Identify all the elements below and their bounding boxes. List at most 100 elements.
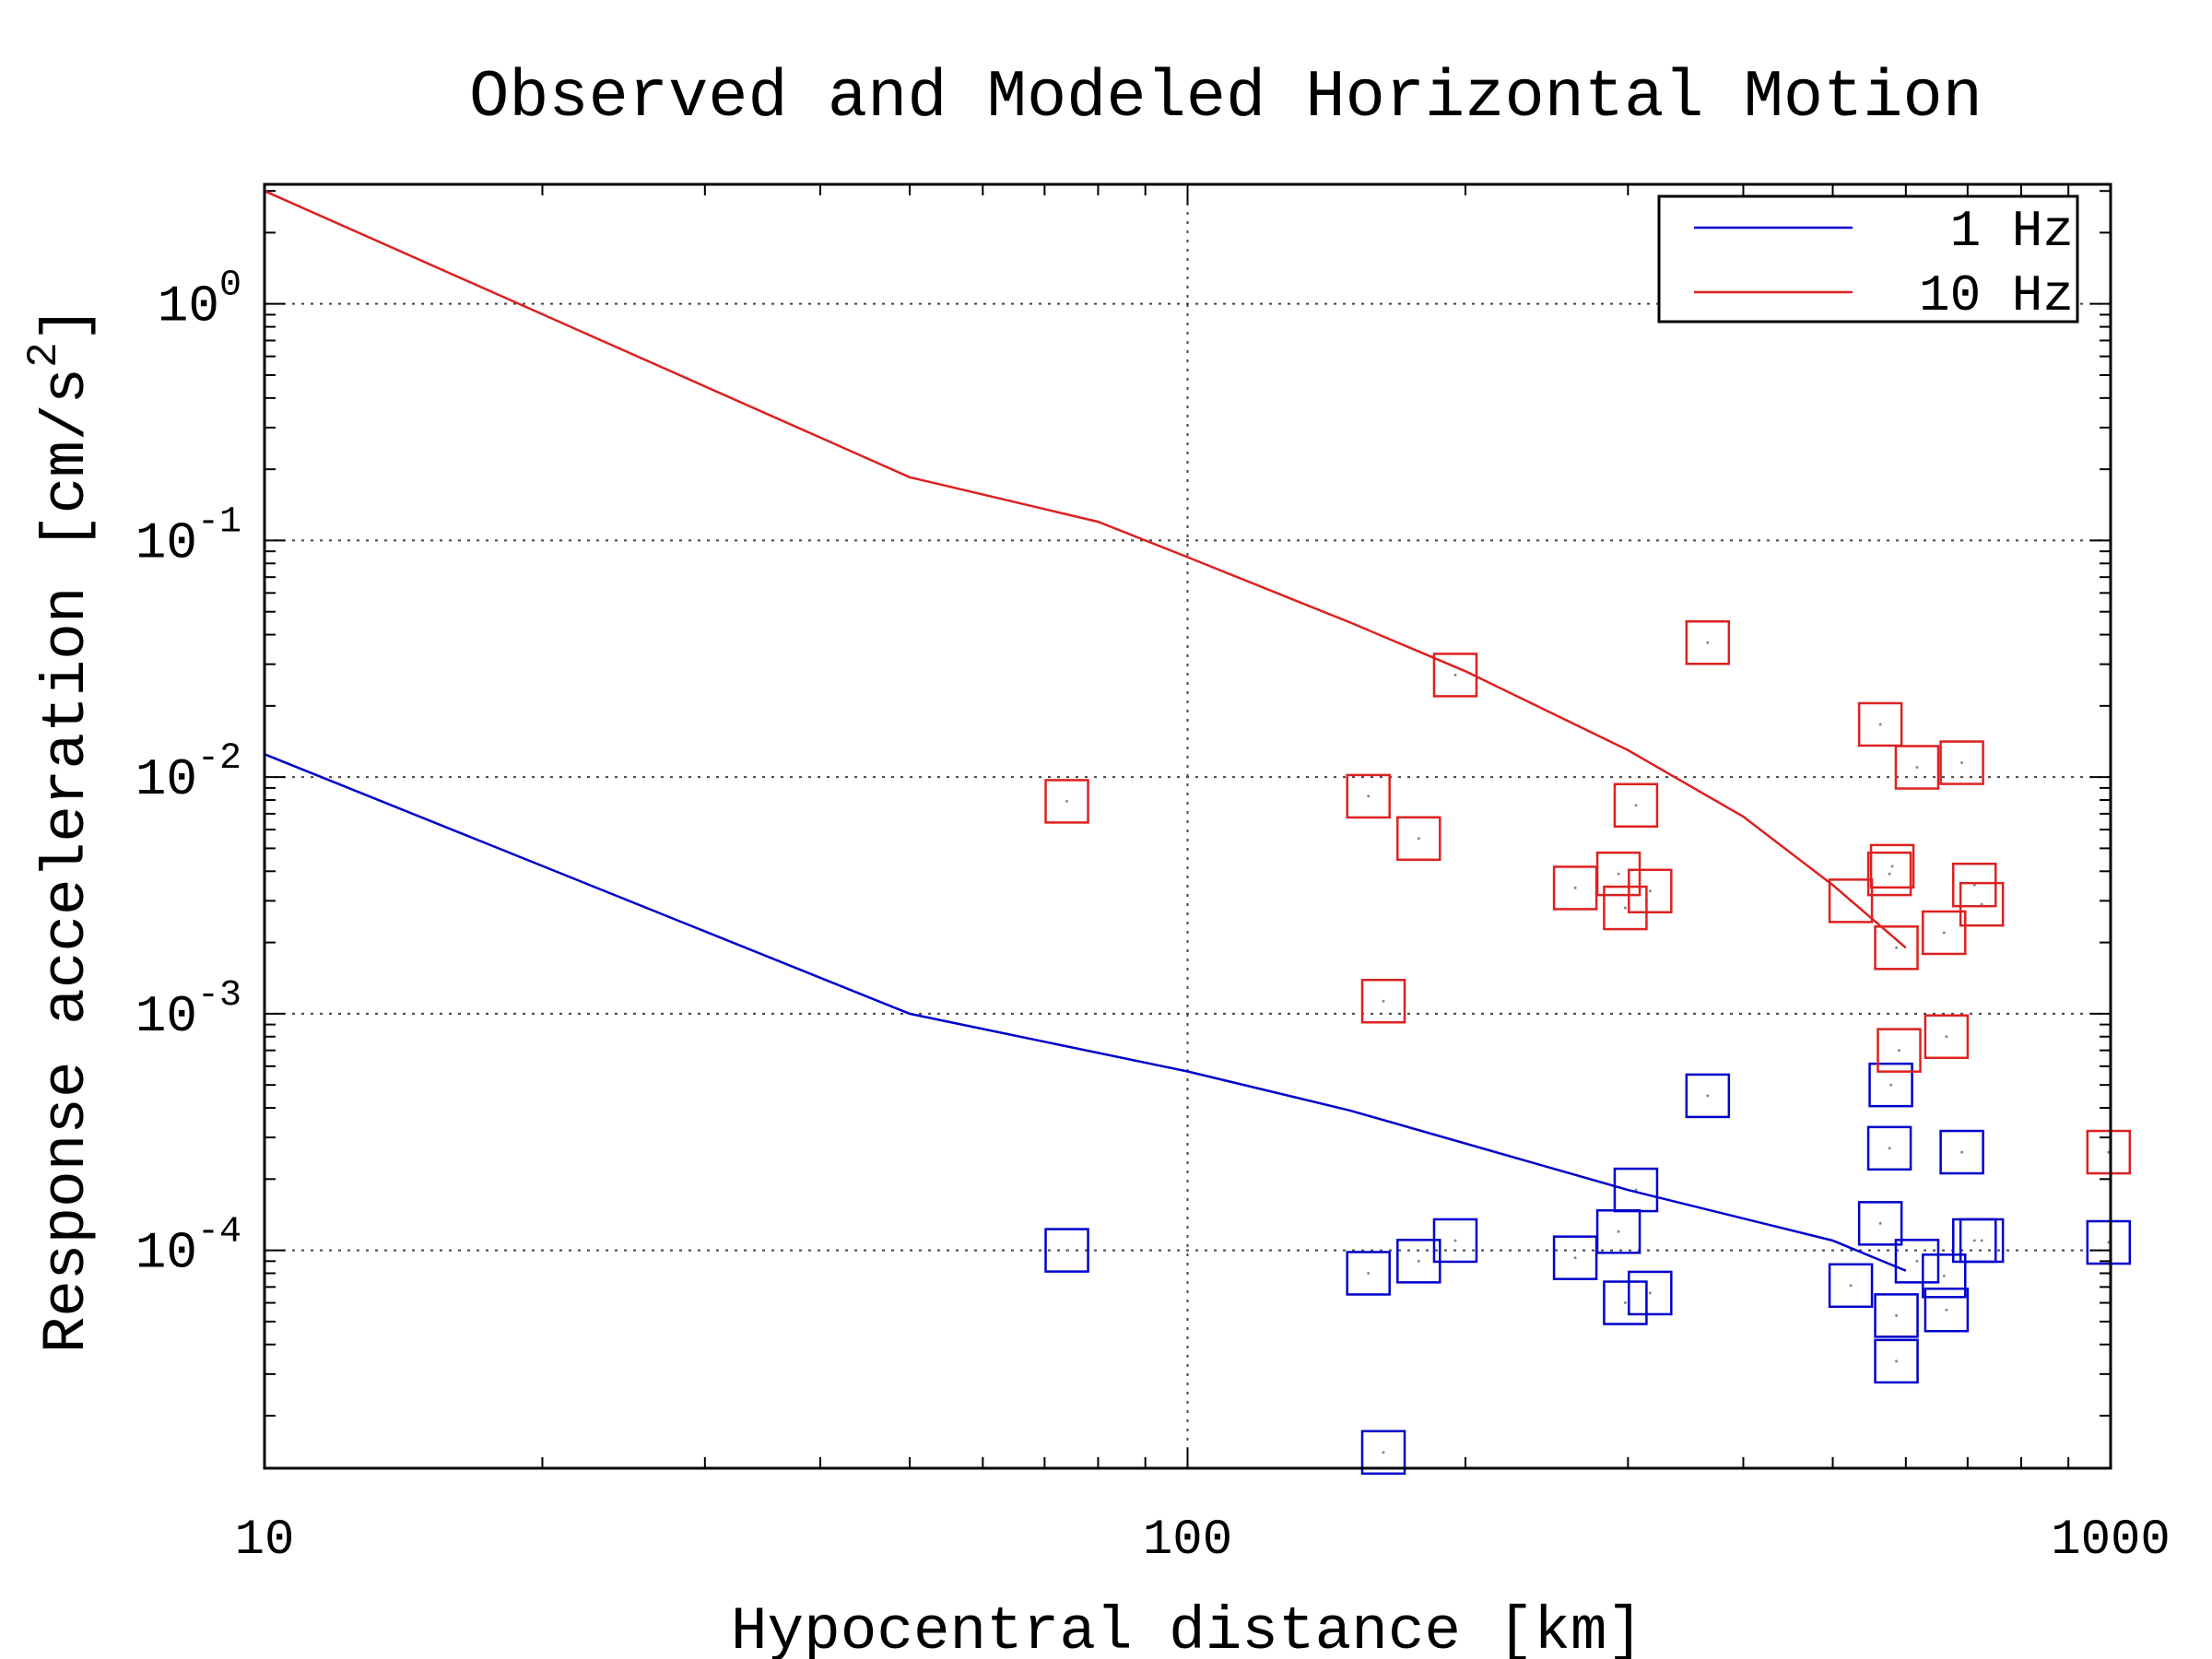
observed-point-center xyxy=(1878,723,1882,726)
axis-ticks xyxy=(264,184,2112,1468)
observed-point xyxy=(1866,1125,1912,1171)
observed-point xyxy=(1613,1167,1659,1213)
observed-point xyxy=(1552,1235,1598,1280)
series-0 xyxy=(264,753,2132,1476)
observed-point xyxy=(1952,862,1997,908)
observed-point xyxy=(1628,1270,1673,1316)
series-layer xyxy=(264,190,2132,1476)
y-tick-base: 10 xyxy=(135,750,197,809)
observed-point xyxy=(1874,925,1919,971)
observed-point xyxy=(1396,816,1441,862)
observed-point xyxy=(1857,1201,1903,1246)
observed-point xyxy=(1613,782,1659,828)
observed-point-center xyxy=(1888,1147,1891,1150)
observed-point xyxy=(1877,1028,1922,1073)
model-line xyxy=(264,190,1907,949)
observed-point-center xyxy=(1915,1259,1919,1263)
observed-point-center xyxy=(1972,883,1976,887)
observed-point xyxy=(1360,978,1406,1024)
observed-point xyxy=(1828,1263,1874,1309)
observed-point-center xyxy=(1849,1284,1853,1288)
observed-point-center xyxy=(1417,837,1420,841)
observed-point-center xyxy=(1945,1035,1948,1039)
legend-label: 10 Hz xyxy=(1919,266,2074,325)
observed-point xyxy=(1346,773,1391,819)
y-tick-label: 100 xyxy=(158,265,241,336)
grid xyxy=(265,184,2111,1468)
observed-point xyxy=(1432,1218,1478,1264)
observed-point-center xyxy=(1895,946,1899,949)
observed-point xyxy=(1857,701,1903,747)
y-tick-base: 10 xyxy=(135,1224,197,1283)
y-tick-exponent: -2 xyxy=(197,738,241,780)
observed-point xyxy=(1828,878,1874,924)
plot-frame xyxy=(263,182,2112,1470)
legend-box xyxy=(1657,194,2079,324)
observed-point-center xyxy=(1382,999,1385,1003)
observed-point-center xyxy=(1972,1239,1976,1242)
observed-point xyxy=(1346,1251,1391,1296)
observed-point-center xyxy=(1942,1274,1946,1277)
y-tick-exponent: -3 xyxy=(197,975,241,1017)
observed-point xyxy=(2086,1219,2132,1265)
observed-point xyxy=(1868,1062,1913,1108)
observed-point-center xyxy=(1706,1094,1710,1098)
observed-point xyxy=(1432,653,1478,698)
observed-point xyxy=(1894,745,1940,790)
observed-point-center xyxy=(1367,794,1371,798)
observed-point xyxy=(1939,1129,1984,1175)
observed-point xyxy=(1869,843,1915,889)
observed-point-center xyxy=(1889,1083,1893,1087)
observed-point-center xyxy=(1417,1259,1420,1263)
observed-point-center xyxy=(1623,1301,1627,1305)
chart-title: Observed and Modeled Horizontal Motion xyxy=(469,60,1983,135)
observed-point-center xyxy=(1895,1359,1899,1363)
x-tick-label: 10 xyxy=(235,1512,295,1569)
observed-point-center xyxy=(1065,799,1069,803)
observed-point xyxy=(1922,1253,1967,1299)
observed-point xyxy=(1044,779,1089,824)
y-tick-base: 10 xyxy=(135,513,197,572)
y-tick-exponent: -4 xyxy=(197,1212,241,1253)
observed-point xyxy=(1603,1280,1648,1325)
observed-point xyxy=(1685,1073,1731,1119)
observed-point-center xyxy=(1382,1451,1385,1454)
x-tick-label: 100 xyxy=(1143,1512,1232,1569)
observed-point xyxy=(1685,620,1731,665)
observed-point-center xyxy=(1980,1239,1983,1242)
y-tick-label: 10-4 xyxy=(135,1212,241,1283)
observed-point-center xyxy=(1890,865,1894,868)
observed-point xyxy=(1922,910,1967,956)
observed-point-center xyxy=(1648,889,1652,893)
observed-point-center xyxy=(1915,766,1919,770)
observed-point-center xyxy=(1617,872,1620,876)
y-tick-base: 10 xyxy=(135,987,197,1046)
x-tick-label: 1000 xyxy=(2051,1512,2171,1569)
observed-point-center xyxy=(1065,1249,1069,1253)
observed-point xyxy=(1603,885,1648,931)
observed-point xyxy=(1959,881,2005,927)
observed-point xyxy=(1939,740,1984,785)
y-axis-label-end: ] xyxy=(32,306,101,343)
observed-point-center xyxy=(1895,1313,1899,1317)
observed-point-center xyxy=(1898,1049,1901,1053)
y-tick-label: 10-1 xyxy=(135,501,241,572)
observed-point-center xyxy=(1634,804,1638,807)
x-tick-labels: 10 100 1000 xyxy=(235,1512,2171,1569)
observed-point xyxy=(2086,1129,2132,1175)
observed-point xyxy=(1924,1287,1970,1333)
observed-point-center xyxy=(1888,872,1891,876)
x-axis-label: Hypocentral distance [km] xyxy=(731,1597,1643,1659)
observed-point xyxy=(1894,1239,1940,1284)
model-line xyxy=(264,753,1907,1272)
observed-point-center xyxy=(1648,1291,1652,1295)
legend-label: 1 Hz xyxy=(1950,202,2074,261)
observed-point xyxy=(1866,851,1912,897)
y-axis-label-text: Response acceleration [cm/s xyxy=(32,368,101,1353)
observed-point xyxy=(1628,868,1673,914)
observed-point-center xyxy=(1980,902,1983,906)
observed-point-center xyxy=(1453,673,1457,677)
